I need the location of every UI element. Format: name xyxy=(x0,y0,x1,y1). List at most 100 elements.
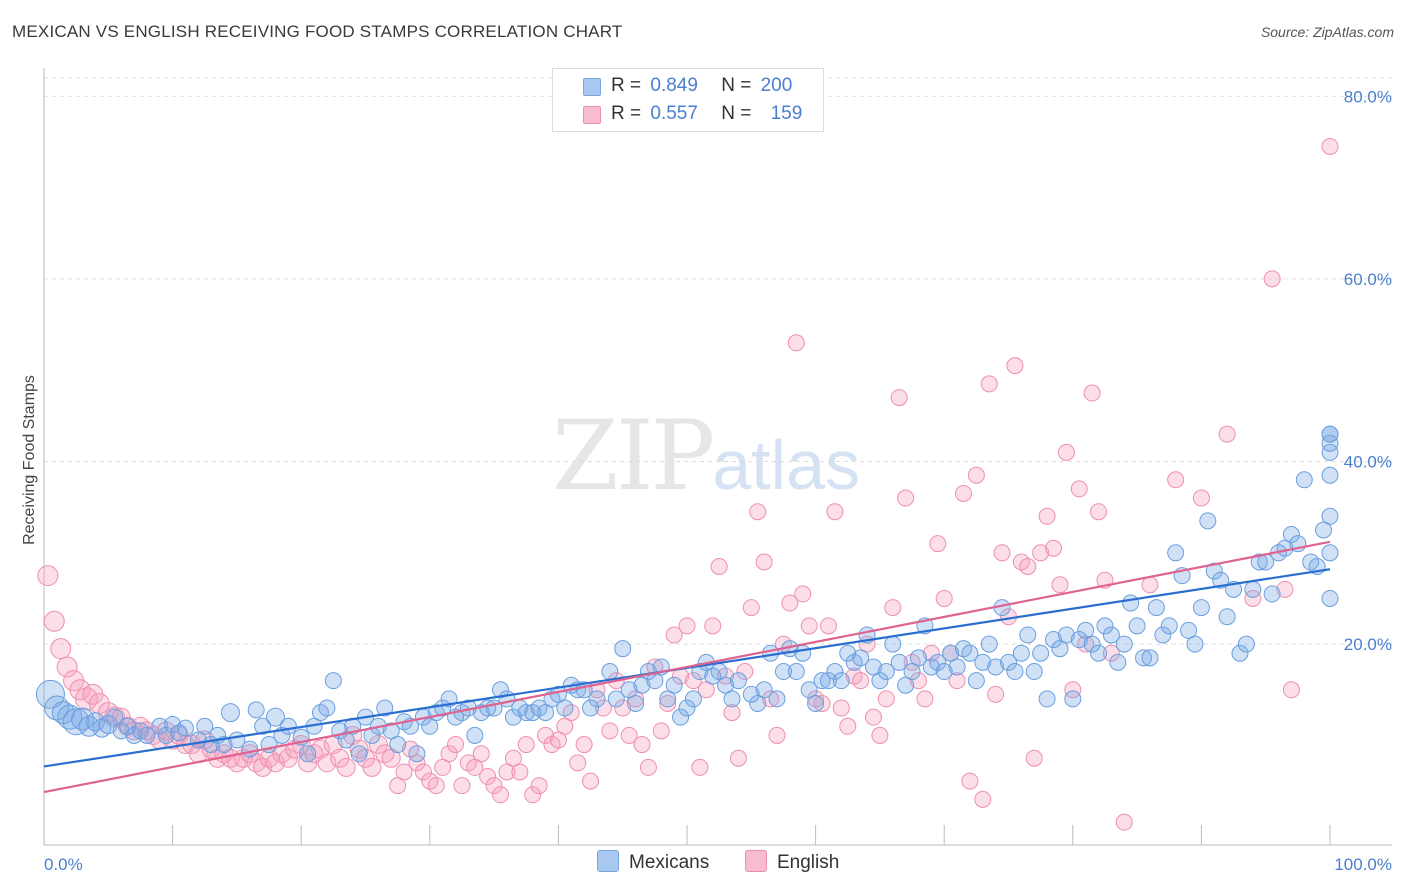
mexicans-point xyxy=(119,717,137,735)
english-point xyxy=(935,589,953,607)
mexicans-point xyxy=(492,681,510,699)
source-label: Source: ZipAtlas.com xyxy=(1260,24,1394,40)
mexicans-point xyxy=(35,679,65,709)
mexicans-point xyxy=(1045,631,1063,649)
mexicans-point xyxy=(839,644,857,662)
mexicans-point xyxy=(800,681,818,699)
mexicans-point xyxy=(1321,425,1339,443)
english-point xyxy=(1025,749,1043,767)
mexicans-point xyxy=(1135,649,1153,667)
english-point xyxy=(871,726,889,744)
mexicans-point xyxy=(1180,621,1198,639)
mexicans-point xyxy=(247,701,265,719)
english-point xyxy=(1057,443,1075,461)
r-value-mexicans: 0.849 xyxy=(650,75,698,96)
stats-row-english: R = 0.557 N = 159 xyxy=(553,101,823,129)
mexicans-point xyxy=(974,653,992,671)
mexicans-point xyxy=(948,658,966,676)
stats-row-mexicans: R = 0.849 N = 200 xyxy=(553,73,823,101)
english-point xyxy=(56,656,78,678)
mexicans-point xyxy=(1057,626,1075,644)
english-point xyxy=(794,585,812,603)
r-label: R = xyxy=(611,103,642,124)
english-point xyxy=(967,466,985,484)
mexicans-point xyxy=(1006,663,1024,681)
english-point xyxy=(453,777,471,795)
english-point xyxy=(710,558,728,576)
english-point xyxy=(897,489,915,507)
mexicans-point xyxy=(852,649,870,667)
mexicans-point xyxy=(967,672,985,690)
y-tick-label: 60.0% xyxy=(1344,270,1392,289)
mexicans-point xyxy=(466,726,484,744)
x-tick-label: 0.0% xyxy=(44,855,83,874)
mexicans-point xyxy=(92,718,112,738)
mexicans-point xyxy=(382,722,400,740)
mexicans-point xyxy=(832,672,850,690)
english-point xyxy=(839,717,857,735)
mexicans-point xyxy=(106,708,124,726)
english-point xyxy=(659,694,677,712)
english-point xyxy=(749,503,767,521)
mexicans-point xyxy=(1141,649,1159,667)
mexicans-point xyxy=(819,672,837,690)
mexicans-point xyxy=(1032,644,1050,662)
mexicans-point xyxy=(241,740,259,758)
mexicans-point xyxy=(1218,608,1236,626)
english-point xyxy=(362,757,382,777)
mexicans-point xyxy=(1205,562,1223,580)
legend-mexicans-label: Mexicans xyxy=(629,852,710,873)
english-point xyxy=(768,726,786,744)
mexicans-point xyxy=(1321,589,1339,607)
english-point xyxy=(678,617,696,635)
legend-english[interactable]: English xyxy=(745,850,839,874)
mexicans-point xyxy=(1282,526,1300,544)
mexicans-point xyxy=(220,703,240,723)
mexicans-point xyxy=(1244,580,1262,598)
mexicans-point xyxy=(138,726,156,744)
english-point xyxy=(50,638,72,660)
english-point xyxy=(980,375,998,393)
mexicans-point xyxy=(421,717,439,735)
english-point xyxy=(633,736,651,754)
mexicans-point xyxy=(1160,617,1178,635)
english-point xyxy=(1244,589,1262,607)
mexicans-point xyxy=(1122,594,1140,612)
english-point xyxy=(1032,544,1050,562)
english-point xyxy=(434,758,452,776)
english-point xyxy=(1083,384,1101,402)
legend-mexicans[interactable]: Mexicans xyxy=(597,850,709,874)
mexicans-point xyxy=(864,658,882,676)
english-point xyxy=(575,736,593,754)
english-point xyxy=(1006,357,1024,375)
mexicans-point xyxy=(389,736,407,754)
n-label: N = xyxy=(721,75,752,96)
mexicans-point xyxy=(337,731,355,749)
english-point xyxy=(819,617,837,635)
watermark-atlas: atlas xyxy=(712,426,861,504)
english-point xyxy=(1070,480,1088,498)
english-point xyxy=(1038,507,1056,525)
english-point xyxy=(993,544,1011,562)
english-point xyxy=(614,699,632,717)
mexicans-point xyxy=(980,635,998,653)
mexicans-point xyxy=(627,694,645,712)
english-point xyxy=(1276,580,1294,598)
english-point xyxy=(832,699,850,717)
english-point xyxy=(787,334,805,352)
mexicans-point xyxy=(1070,631,1088,649)
mexicans-point xyxy=(768,690,786,708)
mexicans-point xyxy=(807,694,825,712)
mexicans-point xyxy=(62,708,90,736)
english-point xyxy=(569,754,587,772)
mexicans-point xyxy=(929,653,947,671)
mexicans-point xyxy=(1115,635,1133,653)
mexicans-point xyxy=(1192,599,1210,617)
english-point xyxy=(736,663,754,681)
mexicans-point xyxy=(987,658,1005,676)
mexicans-point xyxy=(1321,544,1339,562)
english-point xyxy=(742,599,760,617)
english-point xyxy=(1051,576,1069,594)
english-point xyxy=(909,672,927,690)
